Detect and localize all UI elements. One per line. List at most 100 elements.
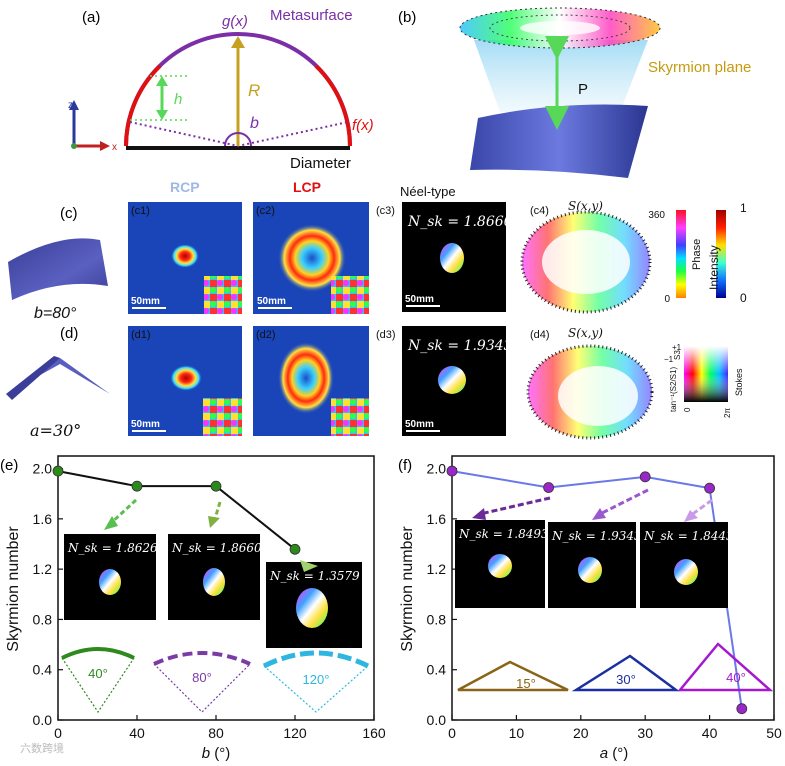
chart-f-triangle-30-label: 30°: [616, 672, 636, 687]
panel-e-label: (e): [0, 457, 18, 474]
chart-f-inset-2: N_sk = 1.9343: [548, 522, 642, 608]
d3-skyrmion: [438, 366, 466, 394]
c1-phase-inset: [204, 276, 242, 314]
curved-surface-icon: [8, 238, 108, 300]
chart-f-point: [736, 703, 748, 715]
a-angle-label: a=30°: [30, 421, 81, 440]
chart-f-xtick-label: 20: [573, 725, 589, 741]
chart-f-triangle-15: 15°: [457, 660, 569, 692]
chart-e-xlabel-unit: (°): [210, 745, 230, 762]
svec-header-d4: S(x,y): [568, 326, 603, 340]
phase-min: 0: [664, 294, 670, 305]
s3-top: +1: [672, 343, 682, 352]
chart-e-series-line: [57, 470, 296, 551]
d2-label: (d2): [256, 329, 276, 341]
chart-f-inset-3: N_sk = 1.8443: [640, 522, 734, 608]
chart-f-xlabel: a (°): [600, 745, 629, 762]
d2-ring: [278, 342, 334, 414]
chart-f-xtick-label: 50: [766, 725, 782, 741]
chart-e-sector-40-label: 40°: [88, 666, 108, 681]
chart-f-point: [639, 471, 651, 483]
chart-f-triangle-40-label: 40°: [726, 670, 746, 685]
d1-spot: [170, 365, 202, 391]
lcp-header: LCP: [293, 179, 321, 195]
metasurface-label: Metasurface: [270, 7, 353, 24]
chart-f-point: [446, 465, 458, 477]
row-d: (d) a=30° (d1) 50mm (d2) (d3) N_sk = 1.9…: [6, 325, 744, 440]
chart-f-ytick-label: 0.8: [427, 611, 447, 627]
metasurface-sheet: [470, 104, 648, 178]
d1-label: (d1): [131, 329, 151, 341]
chart-f-ytick-label: 2.0: [427, 461, 447, 477]
chart-e-ytick-label: 1.2: [33, 561, 53, 577]
chart-e-xtick-label: 120: [283, 725, 307, 741]
chart-e-inset-2: N_sk = 1.8660: [168, 534, 262, 620]
arc-left-end: [124, 64, 162, 147]
gx-label: g(x): [222, 13, 248, 30]
chart-f-xtick-label: 40: [702, 725, 718, 741]
panel-d-label: (d): [60, 325, 78, 342]
chart-f-triangle-30: 30°: [571, 654, 680, 692]
chart-f-inset-1-nsk: N_sk = 1.8493: [458, 527, 549, 541]
panel-c-label: (c): [60, 205, 78, 222]
intensity-colorbar: [716, 210, 726, 298]
chart-f-inset-3-nsk: N_sk = 1.8443: [643, 529, 734, 543]
chart-e-point: [52, 465, 64, 477]
chart-e-ylabel: Skyrmion number: [5, 526, 22, 652]
c3-skyrmion: [440, 243, 464, 273]
b-label: b: [250, 115, 259, 132]
R-label: R: [248, 81, 260, 100]
c1-scale: 50mm: [131, 296, 160, 307]
d1-scale: 50mm: [131, 419, 160, 430]
d3-nsk: N_sk = 1.9343: [407, 338, 513, 354]
c2-phase-inset: [331, 276, 369, 314]
c3-scale: 50mm: [405, 294, 434, 305]
c1-spot: [171, 244, 199, 268]
c2-ring: [278, 224, 346, 292]
phase-colorbar: [676, 210, 686, 298]
panel-a: (a) h R b g(x) Metasurface f(x) Diameter…: [68, 7, 374, 172]
c4-label: (c4): [530, 205, 549, 217]
chart-e-point: [131, 480, 143, 492]
neel-header: Néel-type: [400, 184, 456, 199]
stokes-angle-expr: tan⁻¹(S2/S1): [669, 367, 678, 412]
chart-e-inset-3: N_sk = 1.3579: [266, 562, 362, 648]
chart-f-triangle-15-label: 15°: [516, 676, 536, 691]
chart-f-xlabel-unit: (°): [608, 745, 628, 762]
panel-f-label: (f): [398, 457, 412, 474]
h-label: h: [174, 91, 182, 108]
angle-b-arc: [224, 132, 252, 147]
chart-e-sector-120: 120°: [262, 650, 370, 713]
row-c: (c) b=80° (c1) 50mm (c2) 50mm (c3) N_sk …: [8, 201, 747, 322]
stokes-angle-0: 0: [683, 407, 692, 412]
chart-e-inset-1: N_sk = 1.8626: [64, 534, 158, 620]
chart-e-point: [210, 480, 222, 492]
stokes-label: Stokes: [734, 368, 744, 396]
chart-f-xtick-label: 30: [637, 725, 653, 741]
chart-f-xlabel-var: a: [600, 745, 608, 762]
d2-phase-inset: [331, 398, 369, 436]
c2-label: (c2): [256, 205, 275, 217]
z-axis-label: z: [68, 100, 73, 111]
chart-e-sector-120-label: 120°: [303, 672, 330, 687]
chart-e-ytick-label: 0.8: [33, 611, 53, 627]
d1-phase-inset: [203, 398, 242, 436]
chart-e-ytick-label: 0.4: [33, 662, 53, 678]
chart-e-point: [289, 543, 301, 555]
x-axis-label: x: [112, 142, 117, 153]
chart-e-xlabel-var: b: [202, 745, 210, 762]
phase-label: Phase: [691, 239, 703, 270]
s3-bottom: −1: [664, 355, 674, 364]
panel-a-label: (a): [82, 9, 100, 26]
chart-e-xtick-label: 0: [54, 725, 62, 741]
chart-f-ytick-label: 0.0: [427, 712, 447, 728]
chart-e-sector-80: 80°: [153, 651, 251, 713]
beam: [474, 40, 648, 112]
d3-label: (d3): [376, 329, 396, 341]
chart-e-xtick-label: 160: [362, 725, 386, 741]
chart-f-inset-1: N_sk = 1.8493: [455, 520, 549, 608]
chart-f-ytick-label: 1.2: [427, 561, 447, 577]
chart-e-xtick-label: 80: [208, 725, 224, 741]
svec-header-c4: S(x,y): [568, 199, 603, 213]
b-angle-label: b=80°: [34, 305, 77, 322]
